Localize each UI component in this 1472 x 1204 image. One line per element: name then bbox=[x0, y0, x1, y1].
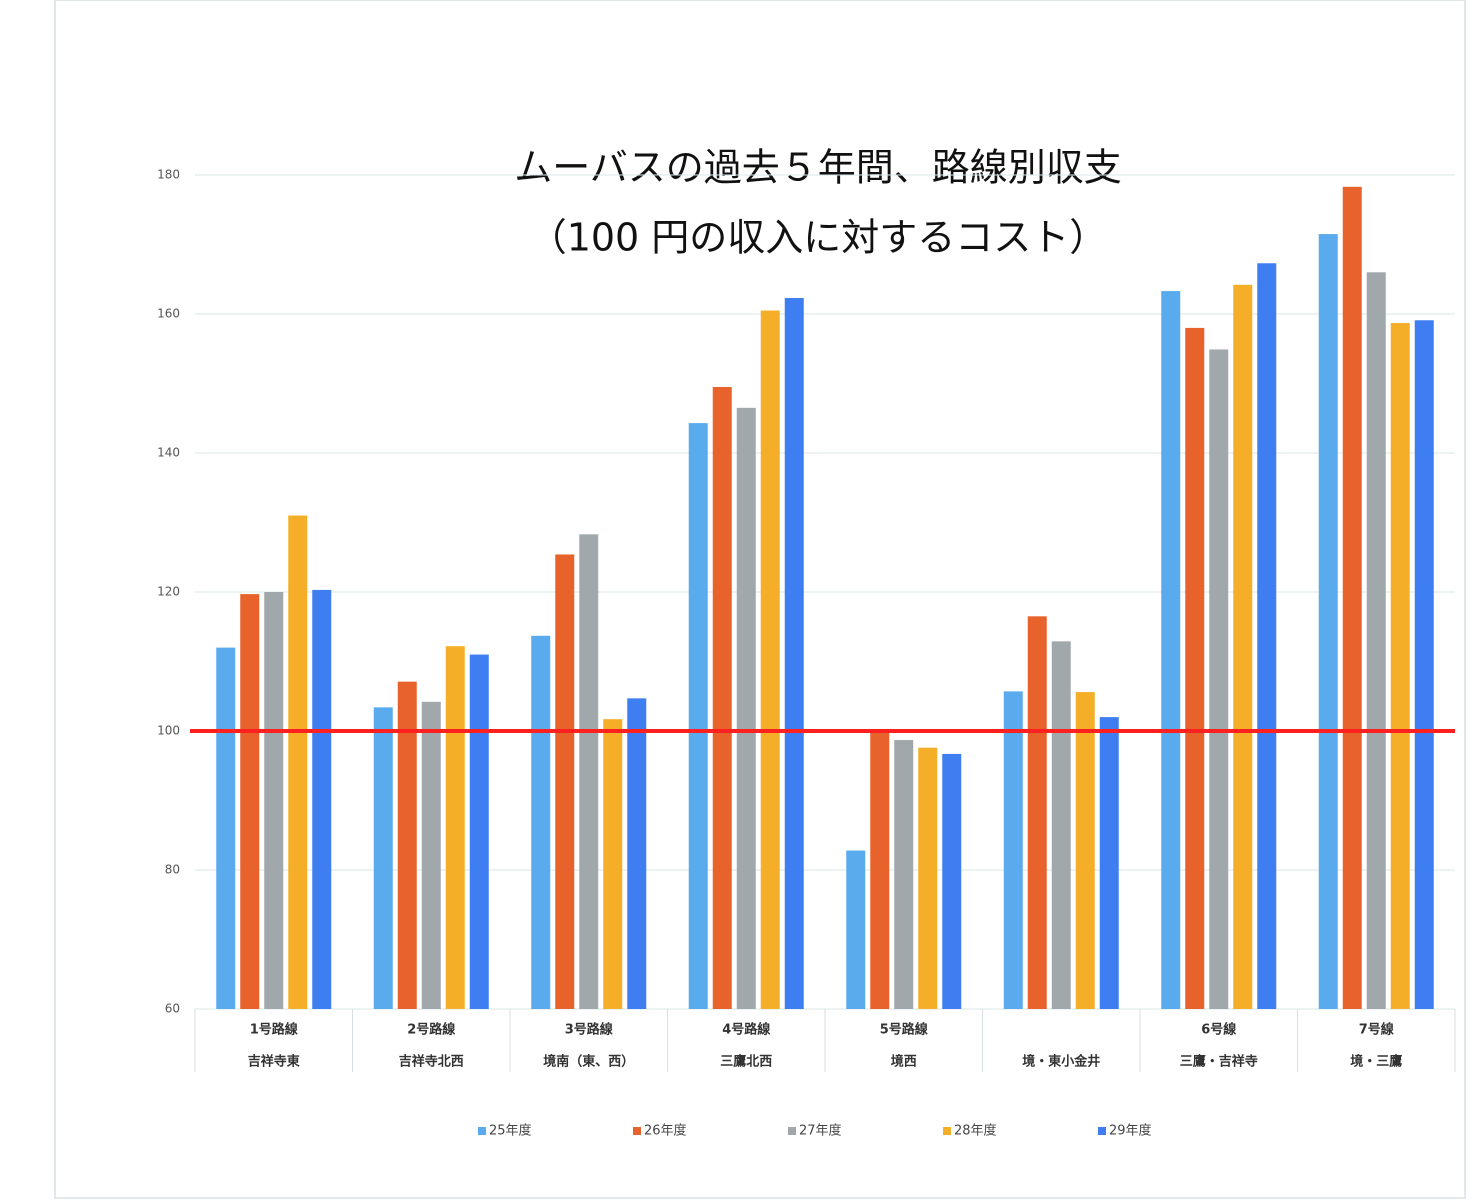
bar bbox=[579, 534, 599, 1009]
bar bbox=[1366, 272, 1386, 1009]
bar bbox=[469, 654, 489, 1009]
bar bbox=[1003, 691, 1023, 1009]
bar bbox=[373, 707, 393, 1009]
bar bbox=[1257, 263, 1277, 1009]
bar bbox=[555, 554, 575, 1009]
bar bbox=[760, 310, 780, 1009]
y-tick-label: 80 bbox=[165, 863, 180, 877]
legend-swatch bbox=[1098, 1127, 1106, 1135]
legend-label: 26年度 bbox=[644, 1123, 687, 1139]
bar bbox=[397, 681, 417, 1009]
bar bbox=[603, 719, 623, 1009]
y-tick-label: 140 bbox=[157, 446, 180, 460]
bar bbox=[421, 701, 441, 1009]
x-tick-label: 4号路線 bbox=[722, 1022, 771, 1038]
bar bbox=[942, 753, 962, 1009]
bar bbox=[712, 386, 732, 1010]
bar bbox=[240, 594, 260, 1009]
bar bbox=[784, 298, 804, 1009]
bar bbox=[736, 407, 756, 1009]
legend-label: 25年度 bbox=[489, 1123, 532, 1139]
bar bbox=[1051, 641, 1071, 1009]
y-tick-label: 120 bbox=[157, 585, 180, 599]
x-tick-sublabel: 吉祥寺東 bbox=[248, 1054, 300, 1070]
bar bbox=[846, 850, 866, 1009]
x-tick-label: 1号路線 bbox=[250, 1022, 299, 1038]
x-tick-sublabel: 吉祥寺北西 bbox=[399, 1054, 464, 1070]
bar bbox=[894, 740, 914, 1009]
bar bbox=[1099, 717, 1119, 1009]
bar bbox=[1342, 186, 1362, 1009]
x-tick-label: 7号線 bbox=[1359, 1022, 1395, 1038]
chart-title: ムーバスの過去５年間、路線別収支 bbox=[514, 146, 1122, 190]
chart-subtitle: （100 円の収入に対するコスト） bbox=[529, 216, 1108, 260]
legend-label: 28年度 bbox=[954, 1123, 997, 1139]
bar bbox=[312, 589, 332, 1009]
x-tick-label: 2号路線 bbox=[407, 1022, 456, 1038]
x-tick-label: 5号路線 bbox=[880, 1022, 929, 1038]
x-tick-sublabel: 境南（東、西） bbox=[543, 1054, 634, 1070]
bar bbox=[870, 731, 890, 1009]
bar bbox=[1075, 692, 1095, 1009]
y-tick-label: 100 bbox=[157, 724, 180, 738]
legend-swatch bbox=[788, 1127, 796, 1135]
bar bbox=[1390, 323, 1410, 1009]
x-tick-label: 3号路線 bbox=[565, 1022, 614, 1038]
bar bbox=[264, 592, 284, 1009]
bar bbox=[445, 646, 465, 1009]
bar bbox=[918, 747, 938, 1009]
bar bbox=[1161, 291, 1181, 1009]
bar bbox=[288, 515, 308, 1009]
x-tick-sublabel: 境西 bbox=[891, 1054, 917, 1070]
x-tick-sublabel: 境・東小金井 bbox=[1022, 1054, 1100, 1070]
y-tick-label: 160 bbox=[157, 307, 180, 321]
bar bbox=[531, 635, 551, 1009]
x-tick-sublabel: 境・三鷹 bbox=[1350, 1054, 1402, 1070]
legend-swatch bbox=[633, 1127, 641, 1135]
legend-label: 27年度 bbox=[799, 1123, 842, 1139]
bar bbox=[688, 423, 708, 1009]
legend-label: 29年度 bbox=[1109, 1123, 1152, 1139]
x-tick-label: 6号線 bbox=[1201, 1022, 1237, 1038]
bar bbox=[1185, 327, 1205, 1009]
bar bbox=[1318, 234, 1338, 1009]
bar bbox=[216, 647, 236, 1009]
bar bbox=[1027, 616, 1047, 1009]
legend-swatch bbox=[943, 1127, 951, 1135]
y-tick-label: 60 bbox=[165, 1002, 180, 1016]
bar bbox=[1209, 349, 1229, 1009]
x-tick-sublabel: 三鷹・吉祥寺 bbox=[1180, 1054, 1258, 1070]
y-tick-label: 180 bbox=[157, 168, 180, 182]
x-tick-sublabel: 三鷹北西 bbox=[720, 1054, 772, 1070]
bar bbox=[1233, 284, 1253, 1009]
bar bbox=[1414, 320, 1434, 1009]
legend-swatch bbox=[478, 1127, 486, 1135]
bar bbox=[627, 698, 647, 1009]
